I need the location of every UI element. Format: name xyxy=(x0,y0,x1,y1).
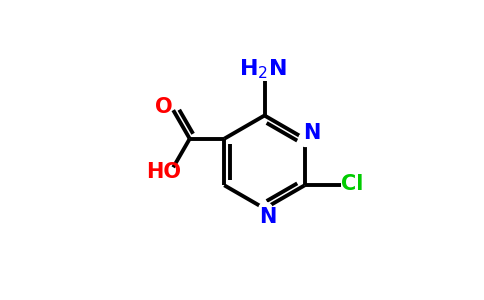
Text: N: N xyxy=(259,207,276,227)
Text: Cl: Cl xyxy=(341,174,363,194)
Text: N: N xyxy=(302,123,320,143)
Text: HO: HO xyxy=(146,162,181,182)
Text: O: O xyxy=(155,97,172,117)
Text: H$_2$N: H$_2$N xyxy=(239,58,287,81)
